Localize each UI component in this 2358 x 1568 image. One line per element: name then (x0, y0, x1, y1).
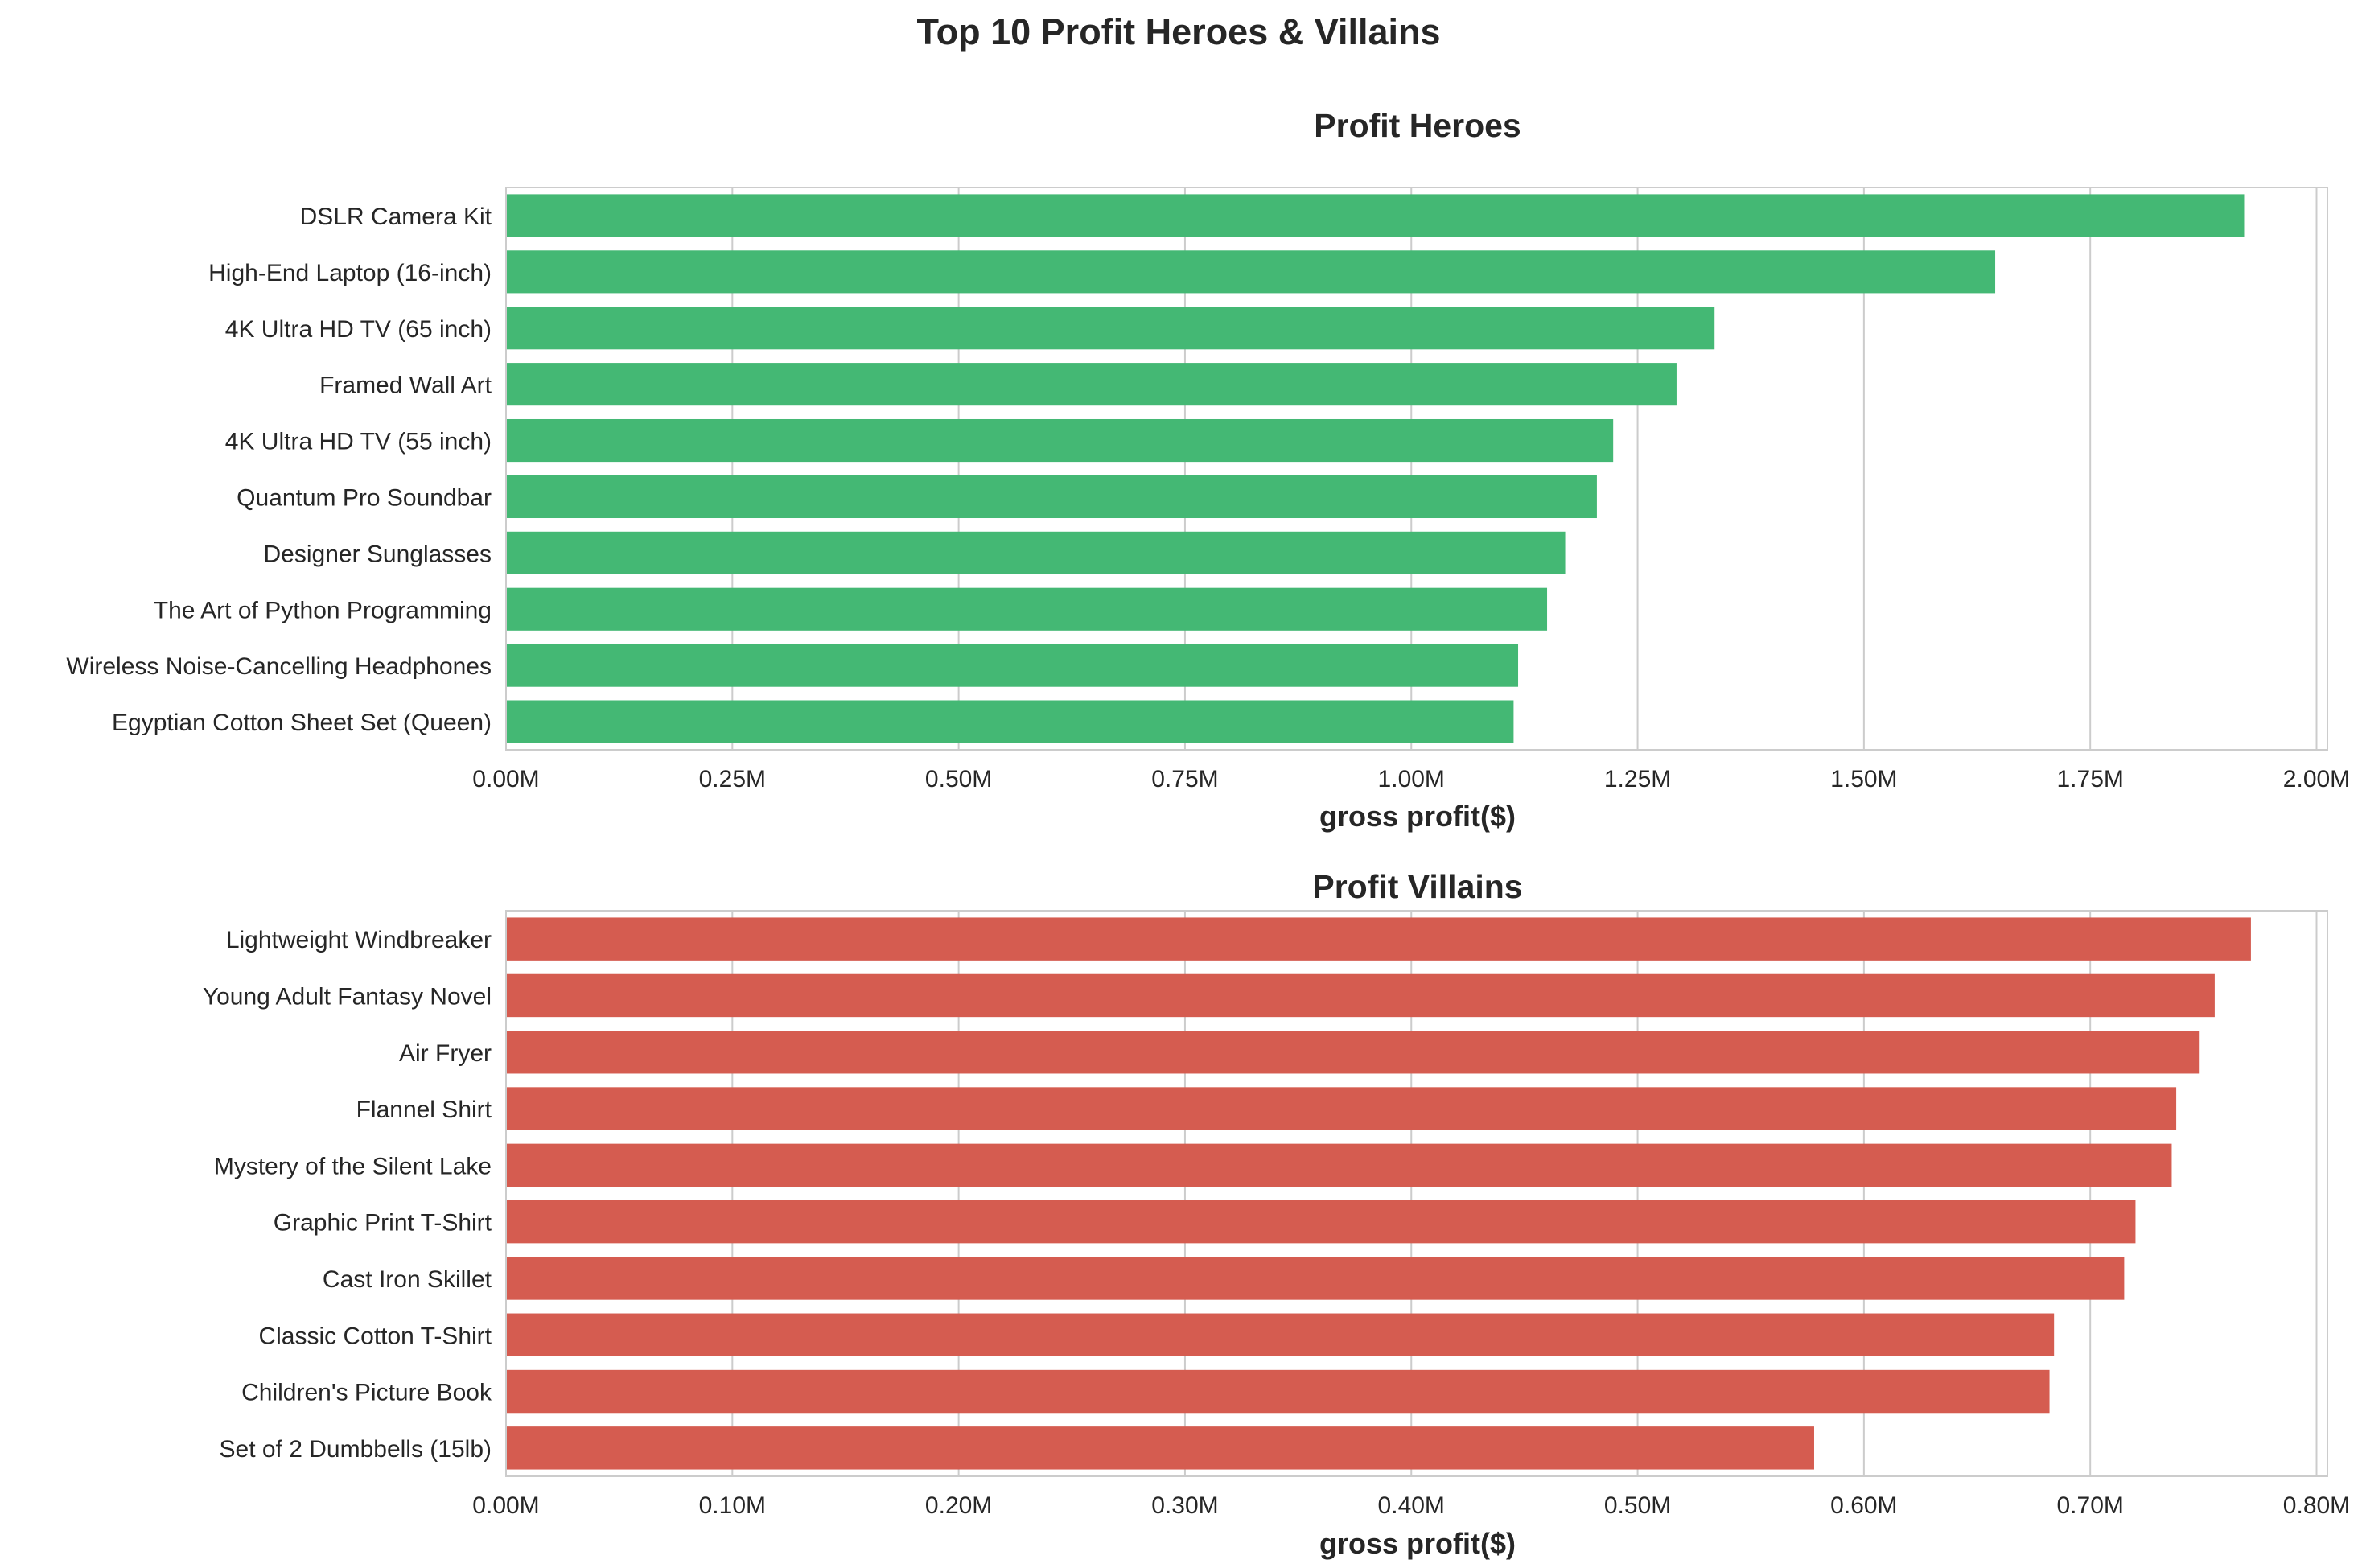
heroes-bar (506, 307, 1715, 350)
villains-category-label: Children's Picture Book (241, 1380, 492, 1406)
villains-bar (506, 1087, 2177, 1130)
villains-category-label: Set of 2 Dumbbells (15lb) (220, 1436, 492, 1463)
heroes-category-label: 4K Ultra HD TV (55 inch) (225, 429, 492, 455)
villains-title: Profit Villains (1312, 868, 1522, 905)
villains-category-label: Graphic Print T-Shirt (274, 1210, 492, 1237)
villains-x-tick-label: 0.60M (1830, 1492, 1897, 1519)
villains-category-label: Mystery of the Silent Lake (214, 1153, 492, 1179)
villains-panel: Profit Villains gross profit($) Lightwei… (203, 868, 2350, 1560)
villains-x-tick-label: 0.50M (1604, 1492, 1671, 1519)
heroes-x-tick-label: 1.25M (1604, 766, 1671, 792)
villains-bar (506, 1313, 2055, 1356)
heroes-x-tick-label: 2.00M (2283, 766, 2350, 792)
villains-category-label: Air Fryer (399, 1040, 492, 1067)
heroes-category-label: The Art of Python Programming (154, 597, 492, 623)
heroes-bar (506, 644, 1519, 687)
heroes-bar (506, 700, 1514, 743)
heroes-category-label: 4K Ultra HD TV (65 inch) (225, 316, 492, 343)
heroes-category-label: Designer Sunglasses (264, 541, 492, 567)
villains-x-tick-label: 0.80M (2283, 1492, 2350, 1519)
villains-bar (506, 1426, 1814, 1470)
heroes-axes-frame (505, 187, 2328, 751)
villains-axes-frame (505, 910, 2328, 1477)
heroes-x-tick-label: 0.25M (699, 766, 766, 792)
heroes-x-tick-label: 0.50M (925, 766, 992, 792)
figure-title: Top 10 Profit Heroes & Villains (916, 11, 1440, 52)
villains-category-label: Lightweight Windbreaker (226, 927, 492, 953)
villains-bar (506, 973, 2215, 1018)
heroes-bar (506, 531, 1566, 574)
heroes-x-tick-label: 1.00M (1378, 766, 1445, 792)
villains-category-label: Flannel Shirt (356, 1097, 492, 1123)
villains-x-tick-label: 0.10M (699, 1492, 766, 1519)
heroes-category-label: Wireless Noise-Cancelling Headphones (66, 653, 492, 680)
heroes-x-tick-label: 0.75M (1151, 766, 1218, 792)
heroes-x-tick-label: 1.50M (1830, 766, 1897, 792)
heroes-x-axis-label: gross profit($) (1319, 800, 1516, 833)
villains-category-label: Cast Iron Skillet (323, 1266, 492, 1293)
heroes-bar (506, 587, 1548, 631)
villains-x-tick-label: 0.30M (1151, 1492, 1218, 1519)
heroes-x-tick-label: 1.75M (2056, 766, 2123, 792)
villains-category-label: Classic Cotton T-Shirt (258, 1323, 492, 1349)
heroes-bar (506, 250, 1996, 294)
heroes-category-label: DSLR Camera Kit (300, 204, 492, 230)
villains-x-tick-label: 0.70M (2056, 1492, 2123, 1519)
villains-bar (506, 1200, 2136, 1244)
villains-bar (506, 1257, 2125, 1300)
heroes-x-tick-label: 0.00M (472, 766, 539, 792)
heroes-bar (506, 475, 1597, 519)
heroes-category-label: Egyptian Cotton Sheet Set (Queen) (112, 710, 492, 736)
villains-category-label: Young Adult Fantasy Novel (203, 983, 492, 1010)
villains-x-tick-label: 0.00M (472, 1492, 539, 1519)
heroes-category-label: Framed Wall Art (319, 372, 492, 399)
villains-x-tick-label: 0.40M (1378, 1492, 1445, 1519)
villains-bar (506, 1143, 2172, 1187)
heroes-title: Profit Heroes (1314, 107, 1521, 144)
heroes-bar (506, 363, 1677, 406)
heroes-category-label: Quantum Pro Soundbar (237, 484, 492, 511)
heroes-bar (506, 418, 1614, 463)
villains-bar (506, 1369, 2050, 1414)
villains-x-axis-label: gross profit($) (1319, 1527, 1516, 1560)
heroes-bar (506, 194, 2245, 237)
villains-bar (506, 917, 2251, 961)
heroes-panel: Profit Heroes gross profit($) DSLR Camer… (66, 107, 2350, 833)
villains-x-tick-label: 0.20M (925, 1492, 992, 1519)
villains-bar (506, 1031, 2200, 1074)
heroes-category-label: High-End Laptop (16-inch) (208, 260, 492, 286)
